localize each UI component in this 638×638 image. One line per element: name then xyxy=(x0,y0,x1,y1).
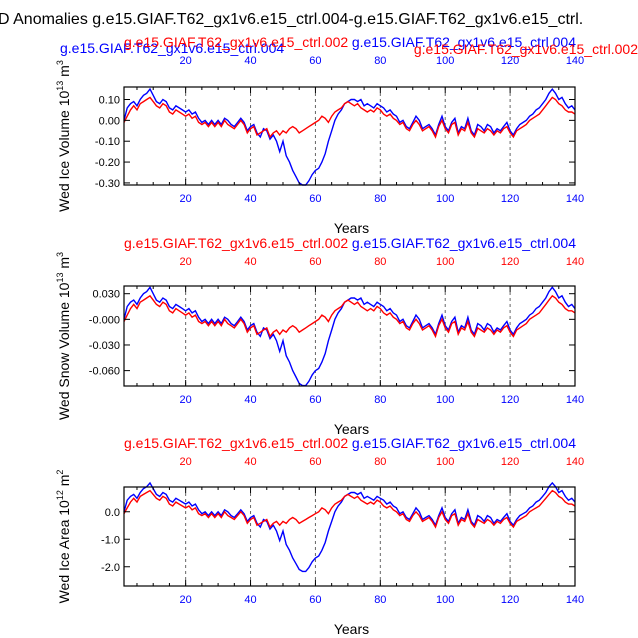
top-x-tick-label: 60 xyxy=(309,456,321,468)
y-axis-label: Wed Snow Volume 1013 m3 xyxy=(55,252,72,420)
x-tick-label: 120 xyxy=(501,394,519,406)
series-line-ctrl-002 xyxy=(123,489,576,529)
y-tick-label: -2.0 xyxy=(101,562,120,574)
x-tick-label: 80 xyxy=(374,594,386,606)
panel-1: 0.10 0.00 -0.10 -0.20 -0.30 20 20 40 40 60 60 80 80 1… xyxy=(55,34,638,236)
x-tick-label: 60 xyxy=(309,394,321,406)
top-x-tick-label: 120 xyxy=(501,456,519,468)
y-axis-label-part: Wed Ice Volume 10 xyxy=(56,91,72,212)
top-x-tick-label: 40 xyxy=(244,55,256,67)
x-tick-label: 40 xyxy=(244,394,256,406)
top-x-tick-label: 60 xyxy=(309,55,321,67)
y-tick-label: 0.030 xyxy=(92,289,120,301)
x-axis-label: Years xyxy=(334,421,369,437)
y-tick-label: 0.0 xyxy=(105,507,120,519)
series-label: g.e15.GIAF.T62_gx1v6.e15_ctrl.004 xyxy=(352,435,576,451)
x-tick-label: 100 xyxy=(436,193,454,205)
y-axis-label-part: 2 xyxy=(55,470,65,475)
top-x-tick-label: 100 xyxy=(436,456,454,468)
y-axis-label-part: Wed Snow Volume 10 xyxy=(56,282,72,420)
top-x-tick-label: 60 xyxy=(309,256,321,268)
plot-frame xyxy=(123,486,576,587)
x-tick-label: 120 xyxy=(501,193,519,205)
top-x-tick-label: 100 xyxy=(436,55,454,67)
x-tick-label: 60 xyxy=(309,594,321,606)
top-x-tick-label: 100 xyxy=(436,256,454,268)
x-tick-label: 100 xyxy=(436,594,454,606)
x-tick-label: 40 xyxy=(244,594,256,606)
y-tick-label: -0.000 xyxy=(89,314,120,326)
y-tick-label: -0.060 xyxy=(89,366,120,378)
y-axis-label-part: m xyxy=(56,475,72,491)
y-axis-label-part: 13 xyxy=(55,81,65,91)
x-tick-label: 60 xyxy=(309,193,321,205)
x-tick-label: 120 xyxy=(501,594,519,606)
top-x-tick-label: 80 xyxy=(374,55,386,67)
series-line-ctrl-002 xyxy=(123,294,576,339)
y-axis-label-part: 13 xyxy=(55,273,65,283)
top-x-tick-label: 80 xyxy=(374,456,386,468)
series-line-ctrl-002 xyxy=(123,96,576,139)
series-label: g.e15.GIAF.T62_gx1v6.e15_ctrl.004 xyxy=(60,40,284,56)
top-x-tick-label: 140 xyxy=(566,55,584,67)
series-line-ctrl-004 xyxy=(123,87,576,186)
series-label: g.e15.GIAF.T62_gx1v6.e15_ctrl.002 xyxy=(124,34,348,50)
x-axis-label: Years xyxy=(334,220,369,236)
x-tick-label: 80 xyxy=(374,193,386,205)
x-tick-label: 20 xyxy=(180,193,192,205)
x-tick-label: 80 xyxy=(374,394,386,406)
top-x-tick-label: 120 xyxy=(501,55,519,67)
top-x-tick-label: 20 xyxy=(180,256,192,268)
x-tick-label: 140 xyxy=(566,193,584,205)
top-x-tick-label: 40 xyxy=(244,256,256,268)
top-x-tick-label: 140 xyxy=(566,256,584,268)
y-tick-label: 0.00 xyxy=(99,115,120,127)
y-axis-label-part: Wed Ice Area 10 xyxy=(56,500,72,603)
y-tick-label: 0.10 xyxy=(99,95,120,107)
y-tick-label: -0.30 xyxy=(95,178,120,190)
x-tick-label: 140 xyxy=(566,394,584,406)
x-axis-label: Years xyxy=(334,621,369,637)
top-x-tick-label: 20 xyxy=(180,456,192,468)
series-label: g.e15.GIAF.T62_gx1v6.e15_ctrl.004 xyxy=(352,34,576,50)
top-x-tick-label: 140 xyxy=(566,456,584,468)
y-axis-label-part: m xyxy=(56,257,72,273)
x-tick-label: 40 xyxy=(244,193,256,205)
top-x-tick-label: 80 xyxy=(374,256,386,268)
series-label: g.e15.GIAF.T62_gx1v6.e15_ctrl.002 xyxy=(124,235,348,251)
y-tick-label: -0.20 xyxy=(95,157,120,169)
y-axis-label-part: 3 xyxy=(55,60,65,65)
x-tick-label: 140 xyxy=(566,594,584,606)
y-tick-label: -0.030 xyxy=(89,340,120,352)
panels: 0.10 0.00 -0.10 -0.20 -0.30 20 20 40 40 60 60 80 80 1… xyxy=(55,34,638,637)
y-axis-label: Wed Ice Volume 1013 m3 xyxy=(55,60,72,212)
x-tick-label: 100 xyxy=(436,394,454,406)
y-axis-label: Wed Ice Area 1012 m2 xyxy=(55,470,72,604)
series-line-ctrl-004 xyxy=(123,481,576,573)
series-line-ctrl-004 xyxy=(123,285,576,387)
plot-frame xyxy=(123,86,576,186)
panel-3: 0.0 -1.0 -2.0 20 20 40 40 60 60 80 80 100 100 120 120 1… xyxy=(55,435,584,637)
y-axis-label-part: 3 xyxy=(55,252,65,257)
series-label: g.e15.GIAF.T62_gx1v6.e15_ctrl.004 xyxy=(352,235,576,251)
top-x-tick-label: 120 xyxy=(501,256,519,268)
y-axis-label-part: 12 xyxy=(55,490,65,500)
series-label: g.e15.GIAF.T62_gx1v6.e15_ctrl.002 xyxy=(124,435,348,451)
top-x-tick-label: 20 xyxy=(180,55,192,67)
plot-frame xyxy=(123,285,576,387)
x-tick-label: 20 xyxy=(180,394,192,406)
series-label: g.e15.GIAF.T62_gx1v6.e15_ctrl.002 xyxy=(414,41,638,57)
y-tick-label: -1.0 xyxy=(101,534,120,546)
top-x-tick-label: 40 xyxy=(244,456,256,468)
y-axis-label-part: m xyxy=(56,65,72,81)
figure-title: D Anomalies g.e15.GIAF.T62_gx1v6.e15_ctr… xyxy=(0,11,583,28)
x-tick-label: 20 xyxy=(180,594,192,606)
y-tick-label: -0.10 xyxy=(95,136,120,148)
panel-2: 0.030 -0.000 -0.030 -0.060 20 20 40 40 60 60 80 80 1… xyxy=(55,235,584,437)
